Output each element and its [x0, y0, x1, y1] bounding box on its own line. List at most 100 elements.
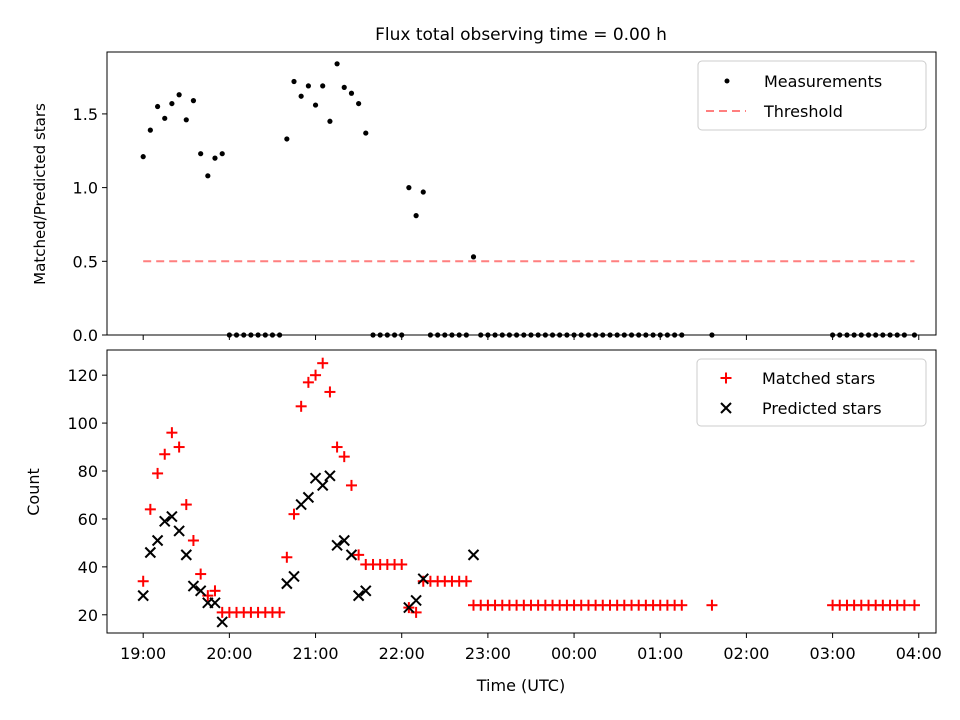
predicted-star-marker	[345, 549, 358, 561]
predicted-star-marker	[352, 589, 365, 602]
predicted-star-marker	[209, 597, 221, 609]
y-axis-label-ratio: Matched/Predicted stars	[31, 103, 49, 285]
predicted-star-marker	[316, 479, 329, 492]
measurement-point	[334, 61, 340, 67]
measurement-point	[198, 151, 204, 157]
predicted-star-marker	[324, 470, 336, 482]
measurement-point	[154, 103, 161, 110]
legend-marker-matched	[720, 372, 732, 384]
predicted-stars-points	[137, 470, 480, 628]
predicted-star-marker	[288, 570, 300, 583]
count-plot-frame	[106, 349, 937, 634]
matched-star-marker	[706, 599, 718, 611]
predicted-star-marker	[467, 549, 480, 561]
matched-star-marker	[209, 585, 221, 597]
x-tick-label: 01:00	[637, 644, 683, 663]
measurement-point	[176, 92, 182, 98]
measurement-point	[356, 100, 362, 107]
chart-title: Flux total observing time = 0.00 h	[375, 25, 667, 45]
legend-marker-measurements	[724, 78, 730, 84]
predicted-star-marker	[137, 589, 149, 602]
x-ticks-time: 19:00 20:00 21:00 22:00 23:00 00:00 01:00 02:00…	[120, 633, 942, 663]
y-tick-label: 0.5	[73, 252, 98, 271]
x-tick-label: 22:00	[379, 644, 425, 663]
y-tick-label: 60	[78, 510, 98, 529]
matched-stars-points	[137, 357, 920, 618]
predicted-star-marker	[159, 515, 171, 528]
predicted-star-marker	[302, 491, 315, 504]
matched-star-marker	[345, 479, 357, 491]
y-ticks-count: 20 40 60 80 100 120	[67, 366, 107, 625]
measurement-point	[291, 78, 297, 85]
y-tick-label: 120	[67, 366, 98, 385]
y-tick-label: 1.5	[73, 105, 98, 124]
matched-star-marker	[274, 606, 286, 618]
measurement-point	[305, 83, 311, 89]
y-ticks-ratio: 0.0 0.5 1.0 1.5	[73, 105, 107, 345]
matched-star-marker	[331, 441, 343, 453]
measurement-point	[219, 151, 225, 157]
predicted-star-marker	[166, 510, 178, 523]
ratio-plot-frame	[106, 51, 937, 336]
legend-ratio: Measurements Threshold	[697, 60, 927, 131]
measurement-point	[413, 213, 419, 219]
x-tick-label: 03:00	[810, 644, 856, 663]
x-tick-label: 00:00	[551, 644, 597, 663]
y-tick-label: 0.0	[73, 326, 98, 345]
measurement-point	[140, 154, 146, 160]
predicted-star-marker	[417, 573, 429, 585]
matched-star-marker	[460, 575, 472, 587]
matched-star-marker	[281, 551, 293, 563]
y-tick-label: 1.0	[73, 179, 98, 198]
measurement-point	[298, 93, 304, 99]
matched-star-marker	[137, 575, 149, 587]
matched-star-marker	[302, 376, 314, 388]
matched-star-marker	[317, 357, 329, 369]
flux-ratio-panel: Flux total observing time = 0.00 h Match…	[31, 25, 937, 345]
measurement-point	[420, 189, 426, 195]
measurement-point	[327, 118, 333, 124]
predicted-star-marker	[151, 534, 164, 547]
star-count-panel: Count Time (UTC) 20 40 60 80 100 120 19:00 20:…	[24, 349, 942, 695]
x-tick-label: 02:00	[723, 644, 769, 663]
matched-star-marker	[195, 568, 207, 580]
matched-star-marker	[144, 503, 156, 515]
predicted-star-marker	[180, 549, 192, 561]
y-tick-label: 40	[78, 558, 98, 577]
predicted-star-marker	[173, 525, 185, 537]
x-tick-label: 04:00	[896, 644, 942, 663]
matched-star-marker	[187, 535, 199, 547]
matched-star-marker	[288, 508, 300, 520]
measurement-point	[470, 254, 477, 260]
measurement-point	[284, 136, 290, 142]
matched-star-marker	[310, 369, 322, 381]
measurement-point	[162, 115, 168, 121]
matched-star-marker	[353, 549, 365, 561]
predicted-star-marker	[144, 546, 157, 559]
legend-label-predicted: Predicted stars	[762, 399, 882, 418]
matched-star-marker	[396, 558, 408, 570]
measurement-point	[312, 102, 319, 108]
y-tick-label: 20	[78, 606, 98, 625]
predicted-star-marker	[338, 534, 350, 547]
measurement-point	[147, 127, 153, 133]
predicted-star-marker	[331, 539, 343, 552]
matched-star-marker	[908, 599, 920, 611]
measurement-point	[348, 90, 355, 96]
legend-count: Matched stars Predicted stars	[696, 358, 927, 427]
x-tick-label: 20:00	[206, 644, 252, 663]
x-axis-label: Time (UTC)	[476, 676, 565, 695]
legend-label-threshold: Threshold	[763, 102, 843, 121]
matched-star-marker	[180, 499, 192, 511]
measurement-point	[341, 84, 347, 90]
measurement-point	[183, 117, 189, 123]
x-tick-label: 23:00	[465, 644, 511, 663]
y-tick-label: 80	[78, 462, 98, 481]
measurement-point	[205, 173, 211, 179]
measurement-point	[363, 130, 369, 136]
measurement-point	[212, 155, 218, 161]
measurement-point	[169, 100, 175, 107]
matched-star-marker	[676, 599, 688, 611]
matched-star-marker	[173, 441, 185, 453]
